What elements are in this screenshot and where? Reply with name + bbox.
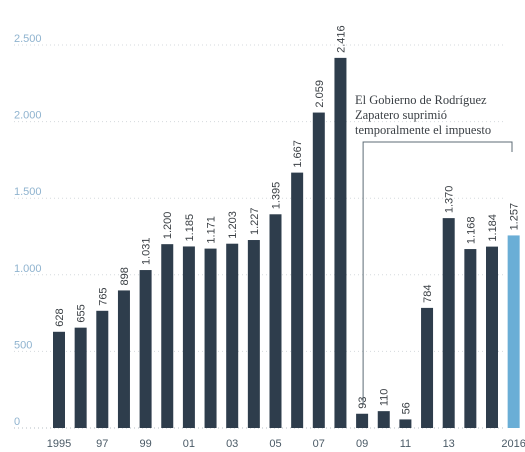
value-label-2012: 784 [422,285,434,303]
x-tick-label: 13 [443,438,455,450]
x-tick-label: 2016 [501,438,525,450]
bar-2012 [421,307,434,428]
value-label-1999: 1.031 [141,238,153,266]
value-label-1995: 628 [54,308,66,326]
y-tick-label: 0 [14,416,20,428]
value-label-2015: 1.184 [487,214,499,242]
y-tick-label: 500 [14,339,32,351]
y-tick-label: 1.000 [14,263,42,275]
value-label-2007: 2.059 [314,80,326,108]
bar-2016 [507,235,520,428]
bar-2006 [291,172,304,428]
value-label-2000: 1.200 [162,212,174,240]
value-label-2016: 1.257 [509,203,521,231]
x-tick-label: 01 [183,438,195,450]
annotation-bracket [362,141,513,405]
bar-1998 [117,290,130,428]
x-tick-label: 97 [96,438,108,450]
bar-2014 [464,249,477,428]
bar-2009 [356,413,369,428]
value-label-2005: 1.395 [271,182,283,210]
x-tick-label: 09 [356,438,368,450]
bar-2005 [269,214,282,428]
annotation-line-2: Zapatero suprimió [355,108,447,122]
value-label-2001: 1.185 [184,214,196,242]
value-label-2013: 1.370 [444,186,456,214]
y-axis-ticks: 0 500 1.000 1.500 2.000 2.500 [14,33,42,428]
value-label-2014: 1.168 [465,217,477,245]
value-label-2003: 1.203 [227,211,239,239]
annotation-line-3: temporalmente el impuesto [355,123,491,137]
y-tick-label: 2.000 [14,110,42,122]
bar-1997 [96,310,109,428]
value-label-2006: 1.667 [292,140,304,168]
value-label-1996: 655 [76,304,88,322]
bar-2010 [377,411,390,428]
bars [53,57,520,428]
bar-1999 [139,270,152,428]
x-tick-label: 05 [269,438,281,450]
bar-2008 [334,57,347,428]
x-tick-label: 03 [226,438,238,450]
y-tick-label: 1.500 [14,186,42,198]
value-label-2002: 1.171 [206,216,218,244]
value-label-2011: 56 [400,402,412,414]
bar-2013 [442,218,455,428]
value-label-2004: 1.227 [249,207,261,235]
bar-1995 [53,331,65,428]
x-tick-label: 11 [400,438,411,450]
bar-2015 [486,246,498,428]
bar-2000 [161,244,174,428]
bar-2002 [204,248,217,428]
annotation: El Gobierno de Rodríguez Zapatero suprim… [355,93,513,405]
x-tick-label: 99 [139,438,151,450]
value-label-1998: 898 [119,267,131,285]
value-labels: 628 655 765 898 1.031 1.200 1.185 1.171 1.203 1.2… [54,25,521,414]
value-label-2010: 110 [379,389,391,407]
bar-2004 [247,240,260,428]
value-label-2008: 2.416 [335,25,347,53]
bar-2011 [399,419,412,428]
y-tick-label: 2.500 [14,33,42,45]
annotation-line-1: El Gobierno de Rodríguez [355,93,487,107]
value-label-1997: 765 [97,287,109,305]
bar-1996 [74,327,87,428]
x-tick-label: 1995 [47,438,71,450]
bar-2001 [182,246,195,428]
x-tick-label: 07 [313,438,325,450]
bar-2003 [226,243,239,428]
bar-2007 [312,112,325,428]
x-axis-ticks: 1995 97 99 01 03 05 07 09 11 13 2016 [47,438,525,450]
